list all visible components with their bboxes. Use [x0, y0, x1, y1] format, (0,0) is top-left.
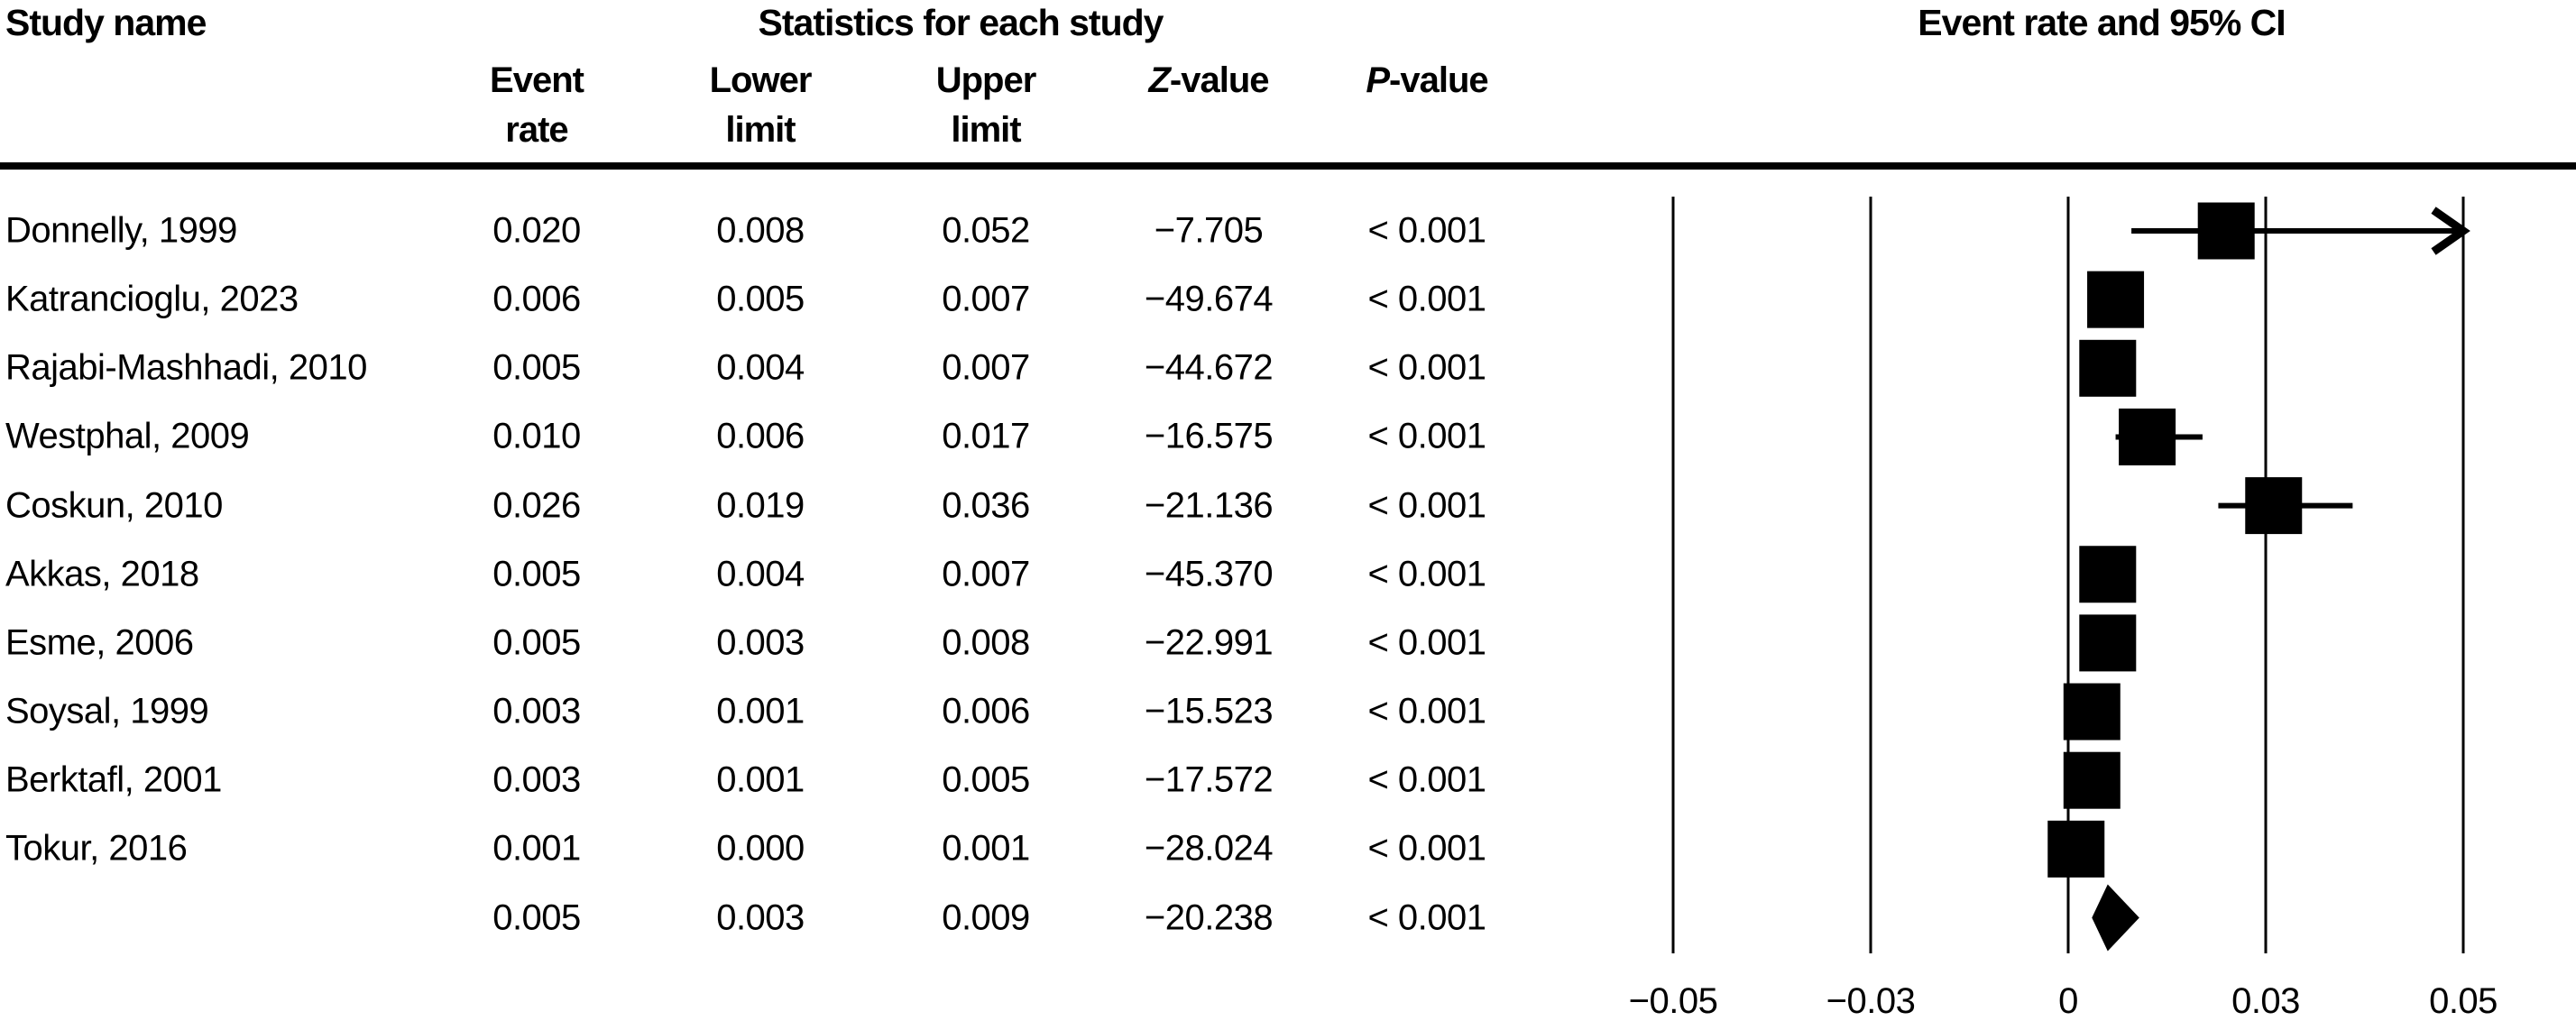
p-cell: < 0.001 [1367, 897, 1486, 937]
p-cell: < 0.001 [1367, 554, 1486, 594]
lower-cell: 0.019 [716, 485, 805, 526]
study-name-cell: Tokur, 2016 [5, 828, 188, 869]
z-cell: −49.674 [1144, 279, 1274, 319]
point-estimate-square [2245, 477, 2303, 535]
event_rate-cell: 0.005 [492, 897, 581, 937]
study-name-cell: Donnelly, 1999 [5, 210, 237, 251]
z-cell: −16.575 [1144, 416, 1274, 456]
event_rate-cell: 0.005 [492, 622, 581, 663]
upper-cell: 0.036 [942, 485, 1030, 526]
point-estimate-square [2119, 408, 2176, 465]
lower-cell: 0.006 [716, 416, 805, 456]
event_rate-cell: 0.001 [492, 828, 581, 869]
study-name-cell: Katrancioglu, 2023 [5, 279, 299, 319]
event_rate-cell: 0.003 [492, 759, 581, 800]
z-cell: −7.705 [1154, 210, 1264, 251]
lower-cell: 0.003 [716, 622, 805, 663]
z-cell: −45.370 [1144, 554, 1274, 594]
upper-cell: 0.052 [942, 210, 1030, 251]
upper-cell: 0.009 [942, 897, 1030, 937]
upper-cell: 0.001 [942, 828, 1030, 869]
axis-tick-label: −0.05 [1628, 981, 1718, 1021]
lower-cell: 0.001 [716, 691, 805, 731]
point-estimate-square [2063, 751, 2121, 809]
arrow-head-icon [2431, 207, 2470, 255]
event_rate-cell: 0.010 [492, 416, 581, 456]
event_rate-cell: 0.005 [492, 347, 581, 388]
p-cell: < 0.001 [1367, 828, 1486, 869]
event_rate-cell: 0.020 [492, 210, 581, 251]
point-estimate-square [2087, 271, 2145, 328]
study-name-cell: Westphal, 2009 [5, 416, 250, 456]
lower-cell: 0.000 [716, 828, 805, 869]
point-estimate-square [2079, 546, 2137, 603]
study-name-cell: Coskun, 2010 [5, 485, 223, 526]
point-estimate-square [2079, 614, 2137, 672]
event_rate-cell: 0.026 [492, 485, 581, 526]
column-header-study-name: Study name [5, 2, 207, 43]
study-name-cell: Esme, 2006 [5, 622, 194, 663]
upper-cell: 0.008 [942, 622, 1030, 663]
z-cell: −28.024 [1144, 828, 1274, 869]
lower-cell: 0.004 [716, 554, 805, 594]
upper-cell: 0.005 [942, 759, 1030, 800]
column-header-event_rate: Event rate [490, 60, 584, 150]
upper-cell: 0.007 [942, 347, 1030, 388]
axis-tick-label: 0.05 [2429, 981, 2498, 1021]
column-header-z: Z-value [1148, 60, 1269, 100]
z-cell: −15.523 [1144, 691, 1274, 731]
point-estimate-square [2197, 202, 2255, 260]
upper-cell: 0.017 [942, 416, 1030, 456]
p-cell: < 0.001 [1367, 347, 1486, 388]
p-cell: < 0.001 [1367, 210, 1486, 251]
point-estimate-square [2063, 683, 2121, 740]
lower-cell: 0.001 [716, 759, 805, 800]
z-cell: −17.572 [1144, 759, 1274, 800]
lower-cell: 0.005 [716, 279, 805, 319]
p-cell: < 0.001 [1367, 691, 1486, 731]
p-cell: < 0.001 [1367, 622, 1486, 663]
header-divider [0, 162, 2576, 170]
lower-cell: 0.004 [716, 347, 805, 388]
p-cell: < 0.001 [1367, 279, 1486, 319]
column-header-p: P-value [1366, 60, 1488, 100]
study-name-cell: Berktafl, 2001 [5, 759, 222, 800]
column-header-lower: Lower limit [709, 60, 813, 150]
axis-tick-label: 0.03 [2231, 981, 2300, 1021]
point-estimate-square [2079, 339, 2137, 397]
z-cell: −44.672 [1144, 347, 1274, 388]
z-cell: −21.136 [1144, 485, 1274, 526]
lower-cell: 0.003 [716, 897, 805, 937]
upper-cell: 0.007 [942, 279, 1030, 319]
summary-diamond [2092, 884, 2139, 952]
event_rate-cell: 0.006 [492, 279, 581, 319]
study-name-cell: Rajabi-Mashhadi, 2010 [5, 347, 367, 388]
z-cell: −22.991 [1144, 622, 1274, 663]
upper-cell: 0.007 [942, 554, 1030, 594]
p-cell: < 0.001 [1367, 416, 1486, 456]
section-header-event-rate-ci: Event rate and 95% CI [1918, 2, 2286, 43]
upper-cell: 0.006 [942, 691, 1030, 731]
lower-cell: 0.008 [716, 210, 805, 251]
p-cell: < 0.001 [1367, 759, 1486, 800]
study-name-cell: Soysal, 1999 [5, 691, 209, 731]
p-cell: < 0.001 [1367, 485, 1486, 526]
axis-tick-label: 0 [2058, 981, 2078, 1021]
event_rate-cell: 0.005 [492, 554, 581, 594]
column-header-upper: Upper limit [935, 60, 1037, 150]
z-cell: −20.238 [1144, 897, 1274, 937]
point-estimate-square [2047, 820, 2105, 878]
axis-tick-label: −0.03 [1826, 981, 1916, 1021]
section-header-statistics: Statistics for each study [758, 2, 1164, 43]
study-name-cell: Akkas, 2018 [5, 554, 199, 594]
event_rate-cell: 0.003 [492, 691, 581, 731]
